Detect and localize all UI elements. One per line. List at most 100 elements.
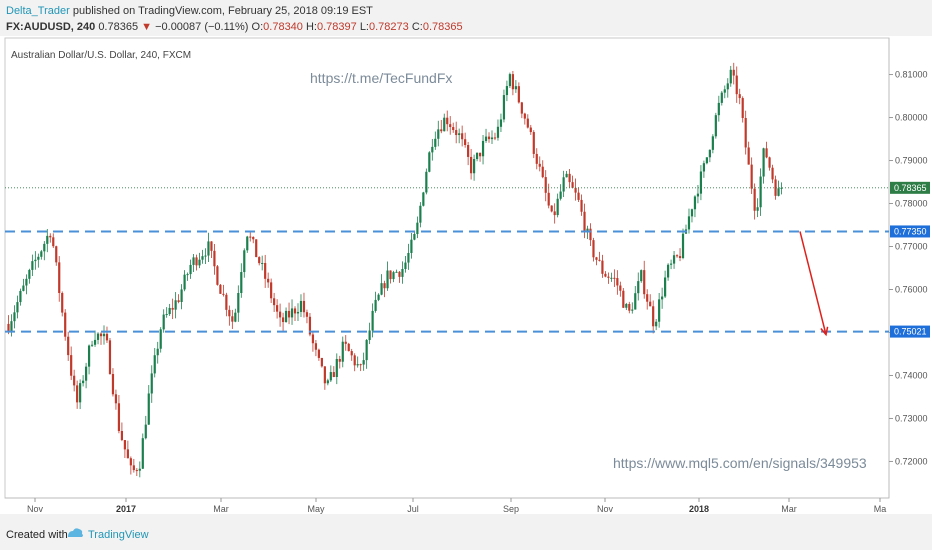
candle-body [67, 336, 70, 356]
candle-body [395, 271, 398, 273]
projection-arrow[interactable] [799, 231, 829, 337]
candle-body [64, 312, 67, 337]
candle-body [687, 216, 691, 230]
candle-body [123, 440, 126, 450]
candle-body [577, 192, 580, 200]
candle-body [276, 305, 279, 312]
candle-body [586, 228, 589, 232]
candle-body [338, 358, 341, 362]
candle-body [79, 383, 82, 403]
candle-body [353, 355, 356, 366]
plot-frame [4, 37, 890, 499]
candle-body [252, 236, 255, 240]
low-label: L: [359, 21, 369, 33]
candle-body [168, 307, 171, 315]
candle-body [658, 299, 661, 322]
candle-body [93, 339, 97, 345]
current-price-tag-text: 0.78365 [894, 183, 927, 193]
candle-body [76, 385, 79, 403]
candle-body [150, 373, 153, 394]
candle-body [249, 236, 252, 238]
candle-body [317, 349, 320, 358]
candle-body [135, 470, 138, 472]
x-tick-label: Mar [213, 504, 229, 514]
candle-body [535, 153, 538, 164]
candle-body [10, 321, 13, 332]
candle-body [652, 306, 655, 327]
candle-body [452, 127, 455, 131]
candle-body [19, 290, 22, 303]
x-tick-label: Nov [597, 504, 614, 514]
close-value: 0.78365 [422, 21, 463, 33]
candle-body [73, 375, 76, 386]
candle-body [655, 321, 658, 327]
candle-body [720, 92, 723, 103]
candle-body [219, 284, 222, 294]
candle-body [729, 69, 732, 84]
candle-body [34, 259, 37, 262]
candle-body [255, 239, 258, 258]
candle-body [273, 298, 276, 306]
candle-body [619, 285, 622, 291]
candle-body [46, 235, 49, 244]
candle-body [40, 251, 43, 257]
candle-body [99, 333, 103, 337]
candle-body [356, 364, 359, 366]
candle-body [195, 257, 198, 266]
candle-body [25, 278, 28, 286]
candle-body [287, 310, 291, 318]
candle-body [708, 149, 711, 158]
candle-body [222, 293, 225, 295]
candle-body [141, 438, 144, 469]
candle-body [114, 394, 118, 404]
candle-body [264, 263, 267, 279]
symbol-label: FX:AUDUSD, 240 [6, 21, 96, 33]
candle-body [52, 237, 55, 247]
price-chart[interactable]: 0.720000.730000.740000.750000.760000.770… [0, 36, 932, 514]
candle-body [481, 140, 485, 157]
level-price-tag-text: 0.75021 [894, 327, 927, 337]
candle-body [777, 188, 780, 196]
candle-body [428, 152, 431, 172]
candle-body [649, 301, 652, 307]
candle-body [717, 102, 720, 116]
candle-body [675, 255, 679, 257]
candle-body [705, 157, 708, 164]
created-with-label: Created with [6, 529, 68, 541]
candle-body [278, 311, 282, 318]
candle-body [640, 270, 643, 282]
candle-body [314, 343, 318, 350]
candle-body [550, 205, 553, 212]
candle-body [192, 257, 195, 265]
candle-body [750, 164, 753, 189]
candle-body [732, 69, 735, 76]
candle-body [120, 431, 124, 441]
candle-body [470, 156, 473, 174]
candle-body [105, 333, 109, 341]
candle-body [574, 187, 577, 193]
candle-body [580, 199, 583, 212]
y-tick-label: 0.81000 [895, 70, 928, 80]
candle-body [290, 308, 294, 318]
candle-body [753, 188, 756, 211]
candle-body [472, 159, 476, 174]
x-tick-label: Ma [874, 504, 887, 514]
tradingview-brand-link[interactable]: TradingView [88, 529, 149, 541]
candle-body [323, 366, 326, 384]
candle-body [371, 310, 374, 331]
author-link[interactable]: Delta_Trader [6, 5, 70, 17]
projection-arrow-line[interactable] [799, 231, 827, 335]
y-tick-label: 0.72000 [895, 456, 928, 466]
candle-body [532, 132, 535, 154]
candle-body [308, 316, 312, 335]
candle-body [311, 334, 315, 344]
watermark-top: https://t.me/TecFundFx [310, 70, 452, 86]
candle-body [458, 133, 461, 136]
candle-body [55, 246, 58, 263]
y-tick-label: 0.73000 [895, 413, 928, 423]
candle-body [661, 296, 664, 300]
level-price-tag [890, 325, 930, 338]
price-tags: 0.78365 0.77350 0.75021 [890, 181, 930, 338]
horizontal-levels[interactable] [5, 187, 889, 333]
candle-body [302, 300, 306, 313]
